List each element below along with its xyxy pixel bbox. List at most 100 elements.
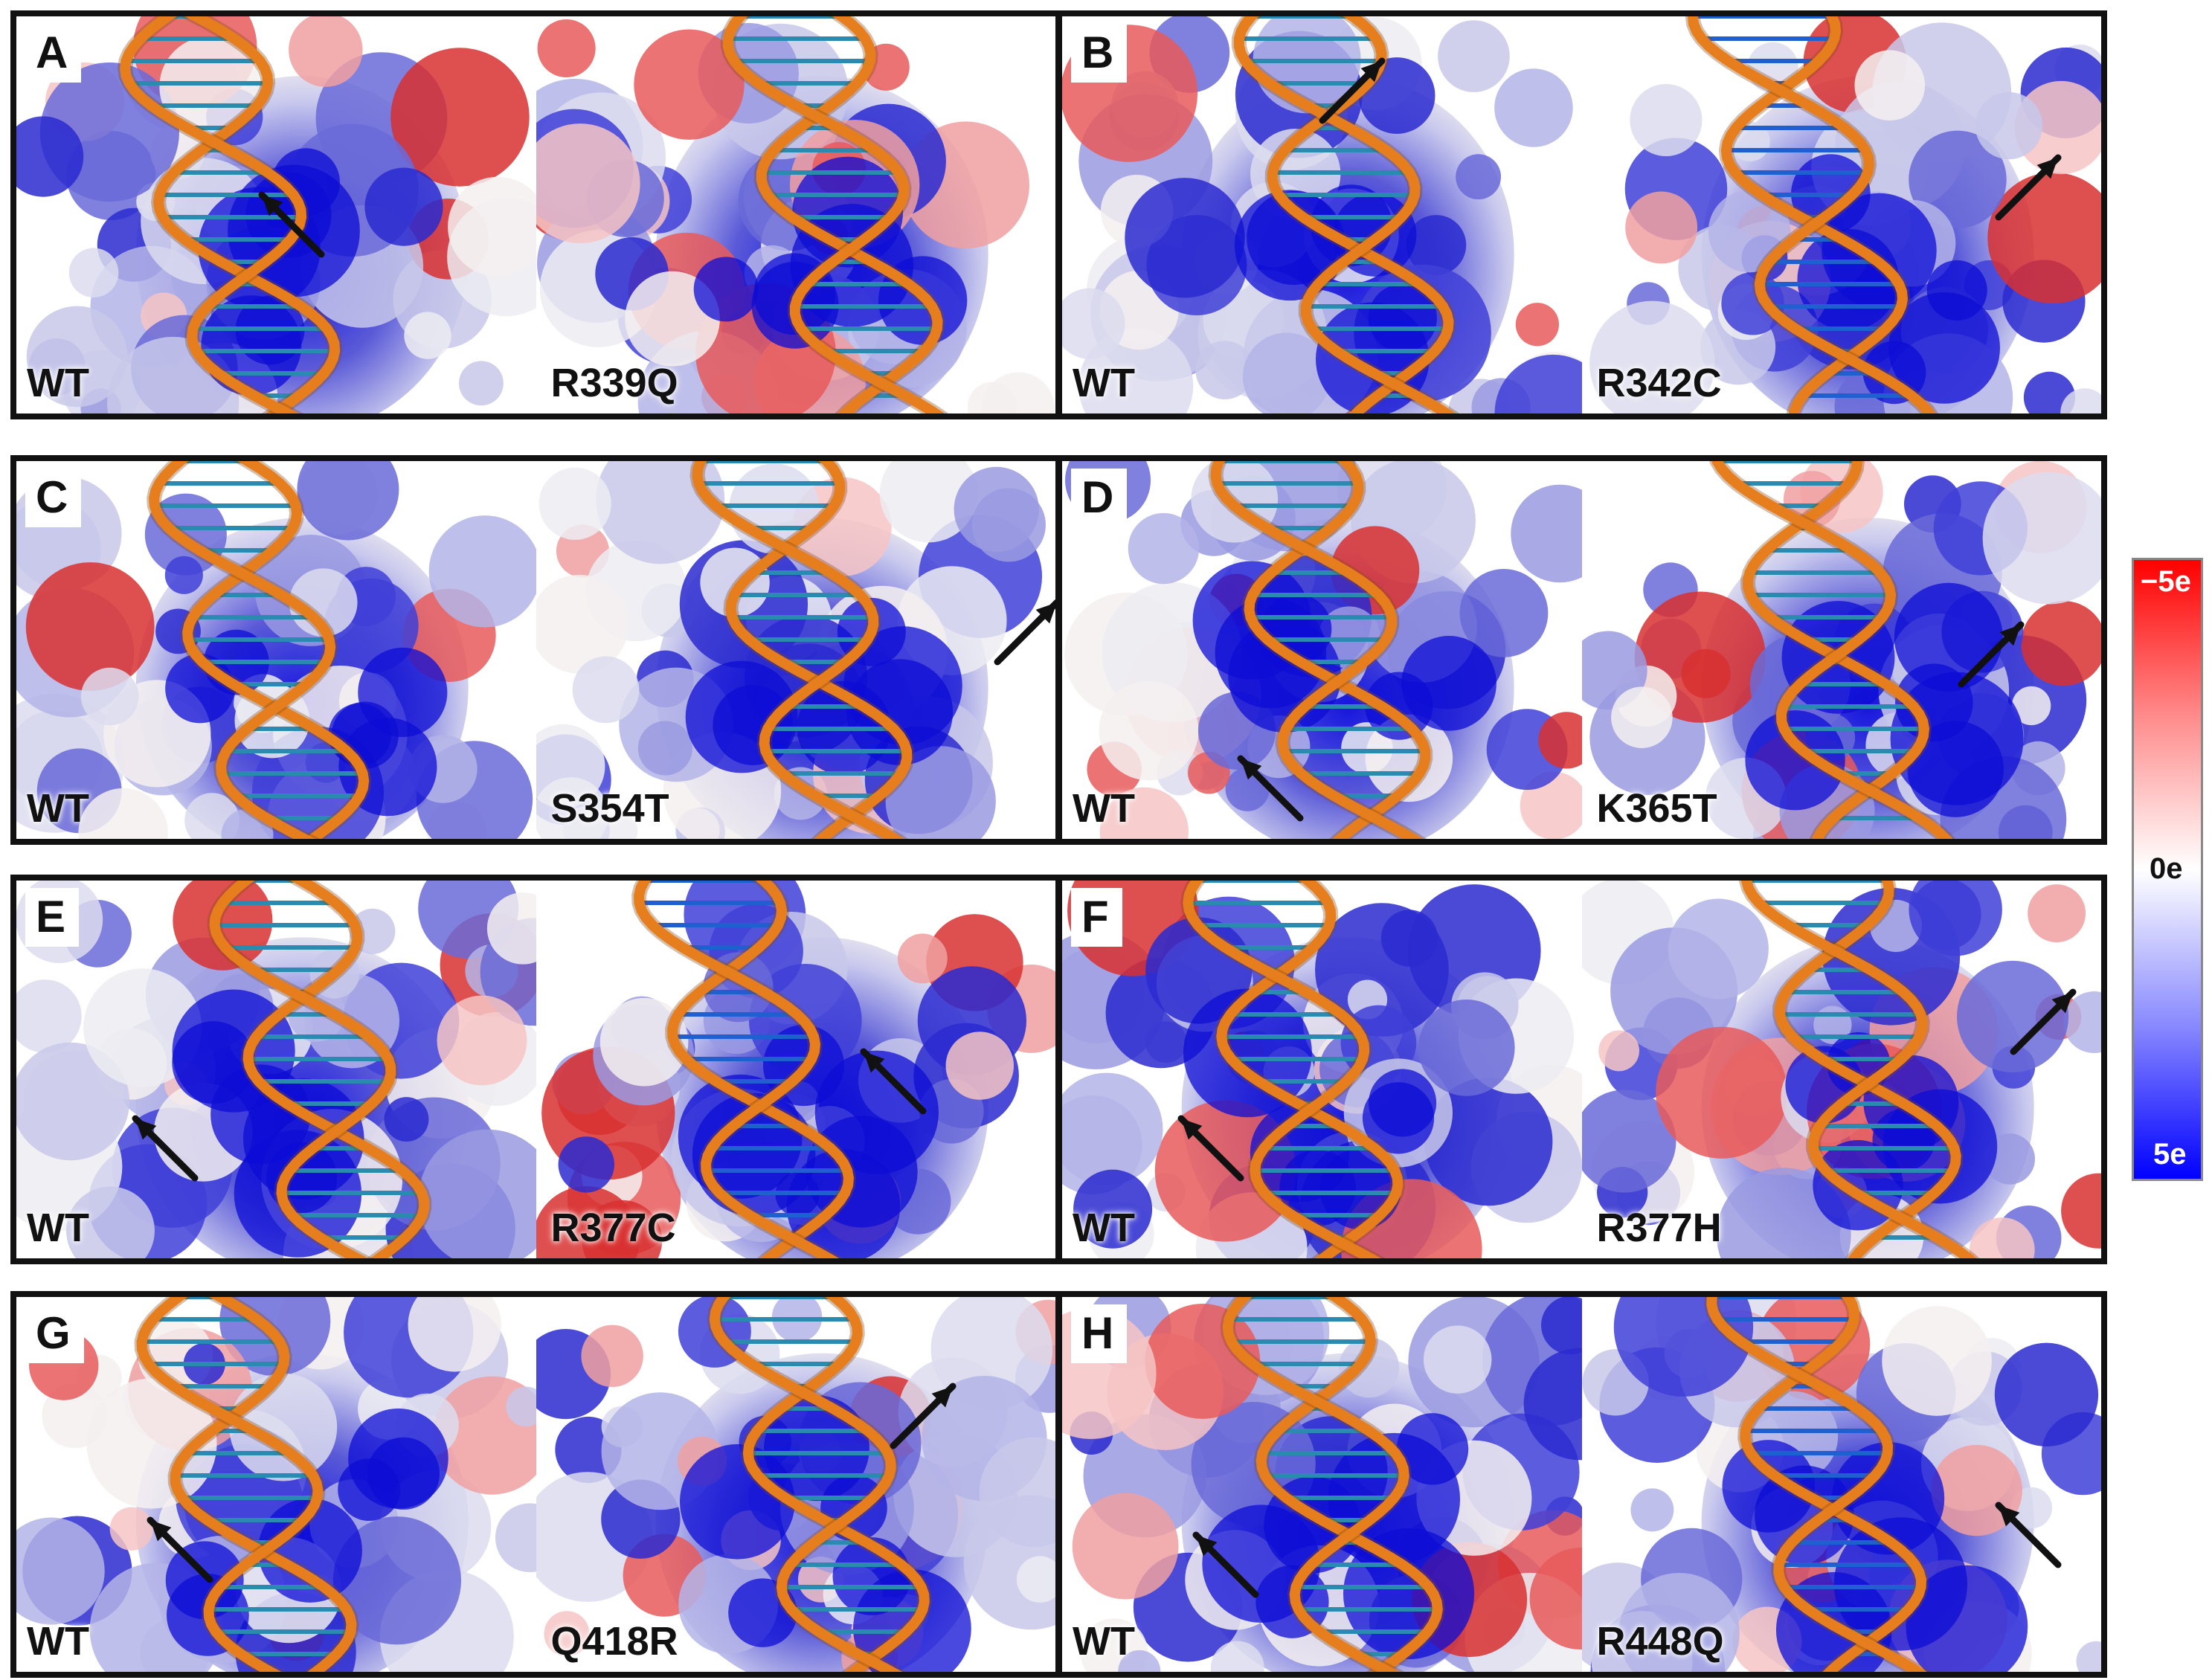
dna-helix — [207, 881, 432, 1258]
molecular-render — [536, 881, 1055, 1258]
surface-lobe — [2014, 80, 2101, 175]
positive-core — [1905, 1565, 2028, 1672]
positive-core — [805, 1116, 918, 1228]
mutant-label: R377C — [550, 1206, 676, 1250]
surface-lobe — [1062, 1072, 1163, 1185]
wildtype-structure-view — [1062, 16, 1582, 413]
surface-lobe — [1908, 881, 2002, 956]
mutant-label: R342C — [1596, 361, 1722, 405]
surface-lobe — [332, 1516, 462, 1645]
pointer-arrow — [1237, 755, 1304, 822]
pointer-arrow — [132, 1115, 199, 1182]
panel-letter: D — [1071, 469, 1128, 527]
surface-lobe — [536, 123, 640, 244]
surface-lobe — [879, 461, 977, 543]
surface-lobe — [1418, 1000, 1515, 1096]
surface-lobe — [66, 1186, 155, 1258]
dna-helix — [1703, 1297, 1931, 1672]
mutant-label: R339Q — [550, 361, 678, 405]
positive-core — [679, 1444, 795, 1560]
panel-f: F WT R377H — [1056, 875, 2107, 1264]
dna-strand-2 — [1711, 461, 1952, 839]
dna-strand-2 — [1210, 461, 1423, 839]
dna-strand-1 — [756, 16, 943, 413]
dna-strand-1 — [242, 881, 430, 1258]
pointer-arrow — [890, 1383, 956, 1449]
surface-lobe — [1515, 303, 1560, 347]
panel-h: H WT R448Q — [1056, 1291, 2107, 1678]
surface-lobe — [699, 547, 770, 617]
surface-lobe — [437, 995, 527, 1086]
dna-helix — [707, 1297, 932, 1672]
surface-lobe — [2076, 1641, 2101, 1672]
molecular-render — [536, 1297, 1055, 1672]
wildtype-label: WT — [27, 1619, 89, 1664]
surface-lobe — [1969, 1217, 2035, 1258]
pointer-arrow — [2010, 988, 2076, 1055]
surface-lobe — [1908, 130, 2007, 229]
protein-surface — [1581, 461, 2101, 839]
surface-lobe — [1125, 178, 1245, 298]
surface-lobe — [2060, 388, 2101, 413]
protein-surface — [1062, 1297, 1582, 1672]
surface-lobe — [16, 979, 82, 1053]
dna-strand-1 — [182, 461, 370, 839]
protein-surface — [16, 1297, 536, 1672]
dna-strand-1 — [742, 1297, 930, 1672]
surface-lobe — [448, 176, 536, 277]
positive-core — [846, 659, 953, 766]
surface-lobe — [486, 892, 536, 965]
dna-helix — [1180, 881, 1406, 1258]
surface-lobe — [954, 466, 1039, 553]
wildtype-structure-view — [1062, 881, 1582, 1258]
dna-strand-1 — [170, 1297, 357, 1672]
surface-lobe — [83, 968, 202, 1087]
surface-lobe — [1438, 20, 1510, 92]
dna-strand-2 — [136, 1297, 324, 1672]
dna-strand-2 — [209, 881, 396, 1258]
mutant-structure-view — [1582, 16, 2101, 413]
surface-lobe — [1406, 215, 1467, 275]
dna-helix — [1708, 461, 1955, 839]
dna-strand-1 — [724, 461, 912, 839]
positive-core — [1894, 582, 2003, 692]
surface-lobe — [1195, 341, 1255, 400]
surface-lobe — [1072, 1493, 1179, 1600]
surface-lobe — [1618, 1573, 1740, 1672]
dna-helix — [118, 16, 343, 413]
surface-lobe — [1629, 83, 1702, 157]
surface-lobe — [78, 788, 168, 839]
positive-core — [367, 1437, 440, 1510]
surface-lobe — [408, 1297, 501, 1372]
pointer-arrow — [258, 191, 325, 258]
panel-a: A WT R339Q — [10, 10, 1061, 419]
surface-lobe — [2011, 686, 2051, 726]
dna-strand-1 — [1216, 881, 1404, 1258]
pointer-arrow — [1995, 1502, 2061, 1568]
panel-letter: B — [1071, 24, 1128, 83]
positive-core — [1744, 710, 1845, 811]
wildtype-label: WT — [1073, 1619, 1135, 1664]
surface-lobe — [580, 1325, 643, 1388]
wildtype-label: WT — [27, 1206, 89, 1250]
mutant-structure-view — [536, 881, 1055, 1258]
surface-lobe — [506, 1386, 536, 1427]
panel-letter: C — [25, 469, 82, 527]
wildtype-structure-view — [16, 461, 536, 839]
molecular-render — [536, 461, 1055, 839]
panel-g: G WT Q418R — [10, 1291, 1061, 1678]
protein-surface — [1062, 16, 1582, 413]
surface-lobe — [1210, 1641, 1264, 1672]
surface-lobe — [80, 667, 139, 726]
surface-lobe — [1016, 1556, 1055, 1603]
surface-lobe — [1930, 1444, 2022, 1536]
panel-b: B WT R342C — [1056, 10, 2107, 419]
dna-strand-1 — [1255, 1297, 1443, 1672]
surface-lobe — [1720, 271, 1784, 335]
panel-c: C WT S354T — [10, 455, 1061, 845]
panel-letter: A — [25, 24, 82, 83]
surface-lobe — [1062, 288, 1125, 359]
surface-lobe — [1581, 1090, 1676, 1193]
surface-lobe — [599, 997, 688, 1087]
surface-lobe — [558, 1136, 614, 1193]
